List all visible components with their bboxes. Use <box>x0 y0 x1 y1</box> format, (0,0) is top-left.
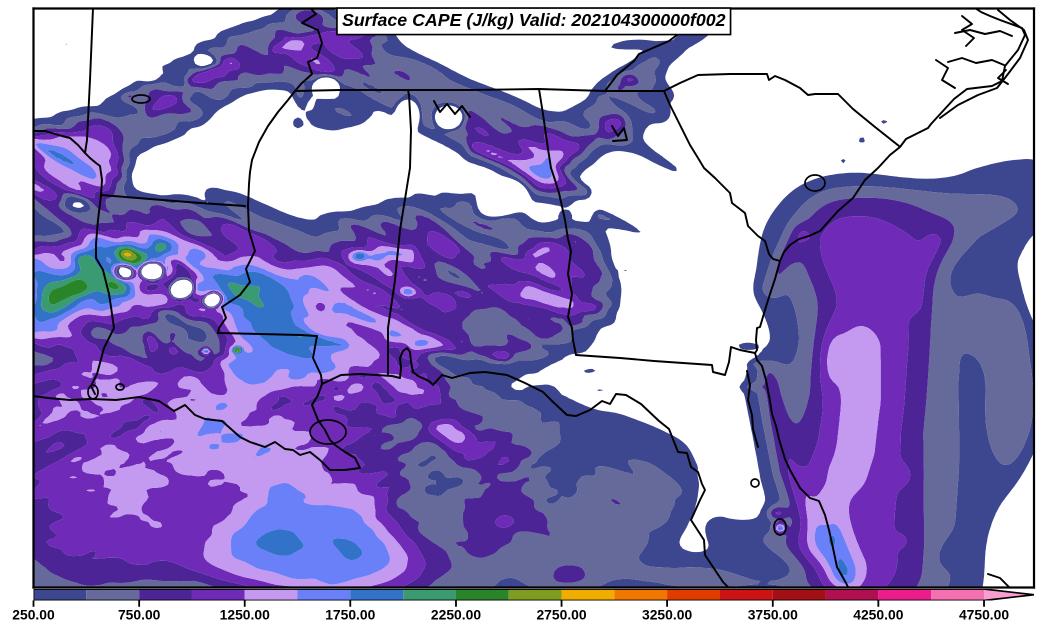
svg-text:750.00: 750.00 <box>118 607 161 623</box>
svg-text:250.00: 250.00 <box>12 607 55 623</box>
svg-text:3750.00: 3750.00 <box>748 607 798 623</box>
svg-text:4750.00: 4750.00 <box>959 607 1009 623</box>
svg-text:1750.00: 1750.00 <box>325 607 375 623</box>
svg-text:4250.00: 4250.00 <box>853 607 903 623</box>
svg-text:2750.00: 2750.00 <box>536 607 586 623</box>
svg-text:Surface CAPE (J/kg) Valid: 202: Surface CAPE (J/kg) Valid: 202104300000f… <box>342 10 726 30</box>
svg-text:1250.00: 1250.00 <box>220 607 270 623</box>
svg-text:3250.00: 3250.00 <box>642 607 692 623</box>
svg-text:2250.00: 2250.00 <box>431 607 481 623</box>
